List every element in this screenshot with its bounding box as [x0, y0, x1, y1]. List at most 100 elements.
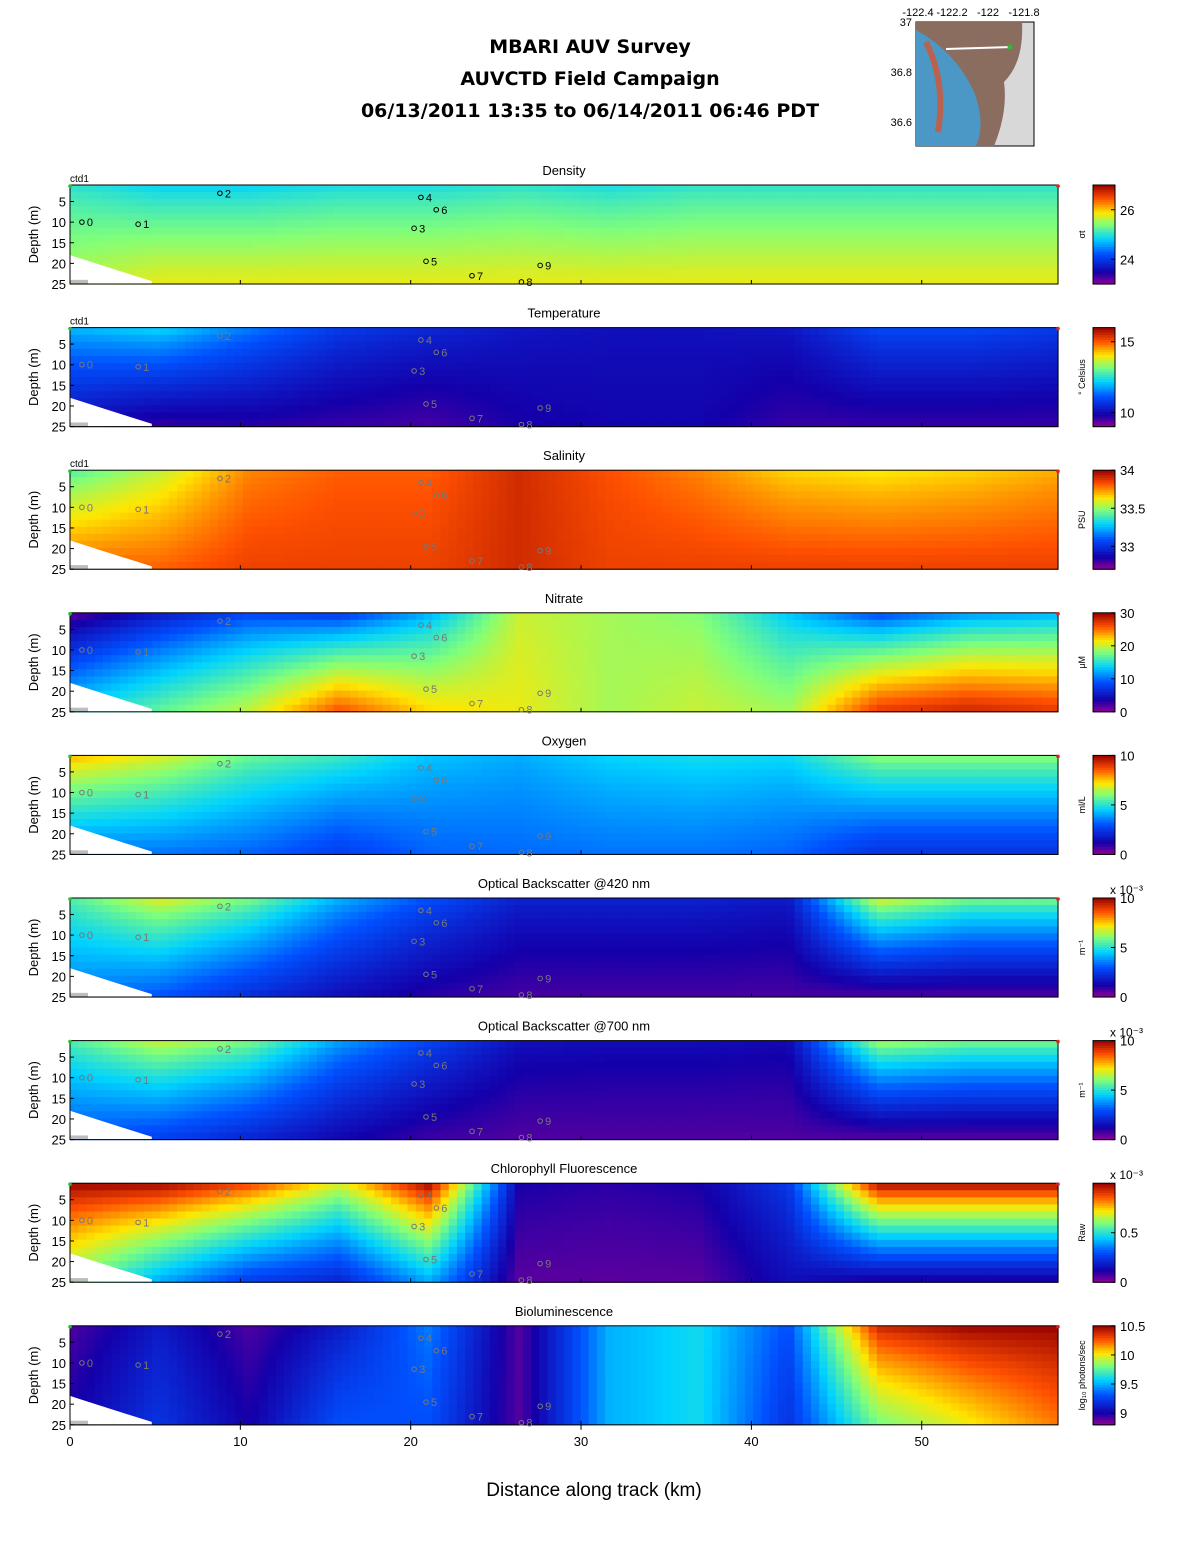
heatmap-cell: [349, 234, 359, 243]
heatmap-cell: [1008, 248, 1018, 257]
heatmap-cell: [736, 512, 746, 521]
heatmap-cell: [975, 255, 985, 264]
heatmap-cell: [448, 412, 458, 421]
heatmap-cell: [391, 547, 400, 556]
heatmap-cell: [333, 334, 343, 343]
heatmap-cell: [218, 248, 228, 257]
heatmap-cell: [769, 505, 779, 514]
heatmap-cell: [374, 412, 384, 421]
heatmap-cell: [769, 377, 779, 385]
heatmap-cell: [465, 355, 475, 364]
heatmap-cell: [275, 477, 285, 485]
heatmap-cell: [555, 248, 565, 257]
heatmap-cell: [415, 227, 425, 236]
heatmap-cell: [901, 512, 911, 521]
heatmap-cell: [160, 334, 170, 343]
heatmap-cell: [407, 334, 417, 343]
heatmap-cell: [720, 241, 730, 250]
heatmap-cell: [168, 498, 178, 507]
heatmap-cell: [539, 562, 549, 570]
heatmap-cell: [671, 562, 680, 570]
heatmap-cell: [292, 533, 302, 542]
colorbar-segment: [1093, 416, 1115, 420]
heatmap-cell: [695, 255, 705, 264]
heatmap-cell: [564, 248, 573, 257]
heatmap-cell: [934, 262, 944, 271]
heatmap-cell: [317, 220, 326, 229]
heatmap-cell: [580, 262, 590, 271]
heatmap-cell: [144, 370, 153, 378]
heatmap-cell: [522, 398, 532, 406]
heatmap-cell: [152, 220, 162, 229]
heatmap-cell: [761, 248, 771, 257]
heatmap-cell: [209, 470, 219, 478]
heatmap-cell: [1000, 362, 1010, 371]
heatmap-cell: [695, 555, 705, 563]
heatmap-cell: [975, 391, 985, 399]
heatmap-cell: [267, 227, 277, 236]
heatmap-cell: [358, 484, 367, 493]
heatmap-cell: [448, 484, 458, 493]
heatmap-cell: [695, 213, 705, 221]
heatmap-cell: [868, 213, 878, 221]
heatmap-cell: [1025, 362, 1034, 371]
heatmap-cell: [300, 547, 310, 556]
heatmap-cell: [358, 227, 367, 236]
heatmap-cell: [547, 206, 557, 214]
heatmap-cell: [349, 391, 359, 399]
heatmap-cell: [893, 199, 903, 207]
heatmap-cell: [918, 241, 927, 250]
colorbar-segment: [1093, 202, 1115, 206]
heatmap-cell: [852, 241, 861, 250]
heatmap-cell: [959, 377, 969, 385]
heatmap-cell: [465, 241, 475, 250]
heatmap-cell: [135, 262, 145, 271]
heatmap-cell: [465, 398, 475, 406]
heatmap-cell: [152, 199, 162, 207]
heatmap-cell: [440, 227, 450, 236]
heatmap-cell: [448, 505, 458, 514]
heatmap-cell: [835, 470, 845, 478]
heatmap-cell: [456, 234, 466, 243]
heatmap-cell: [934, 255, 944, 264]
heatmap-cell: [506, 206, 516, 214]
heatmap-cell: [300, 199, 310, 207]
heatmap-cell: [152, 248, 162, 257]
heatmap-cell: [564, 348, 573, 357]
heatmap-cell: [94, 491, 104, 500]
heatmap-cell: [382, 491, 392, 500]
heatmap-cell: [144, 269, 153, 278]
heatmap-cell: [703, 477, 713, 485]
heatmap-cell: [580, 192, 590, 200]
heatmap-cell: [424, 248, 433, 257]
heatmap-cell: [860, 255, 870, 264]
heatmap-cell: [102, 192, 112, 200]
heatmap-cell: [177, 370, 186, 378]
heatmap-cell: [424, 547, 433, 556]
heatmap-cell: [638, 470, 647, 478]
heatmap-cell: [382, 412, 392, 421]
heatmap-cell: [679, 540, 689, 549]
heatmap-cell: [992, 206, 1001, 214]
heatmap-cell: [465, 412, 475, 421]
heatmap-cell: [761, 477, 771, 485]
heatmap-cell: [786, 341, 796, 350]
heatmap-cell: [934, 241, 944, 250]
heatmap-cell: [613, 220, 623, 229]
heatmap-cell: [185, 341, 195, 350]
heatmap-cell: [835, 491, 845, 500]
heatmap-cell: [811, 533, 820, 542]
heatmap-cell: [638, 498, 647, 507]
heatmap-cell: [127, 484, 137, 493]
heatmap-cell: [144, 220, 153, 229]
heatmap-cell: [934, 412, 944, 421]
heatmap-cell: [769, 391, 779, 399]
heatmap-cell: [292, 405, 302, 414]
heatmap-cell: [185, 526, 195, 535]
heatmap-cell: [349, 334, 359, 343]
heatmap-cell: [885, 384, 894, 392]
heatmap-cell: [498, 377, 507, 385]
heatmap-cell: [382, 206, 392, 214]
heatmap-cell: [432, 327, 442, 336]
heatmap-cell: [456, 276, 466, 285]
